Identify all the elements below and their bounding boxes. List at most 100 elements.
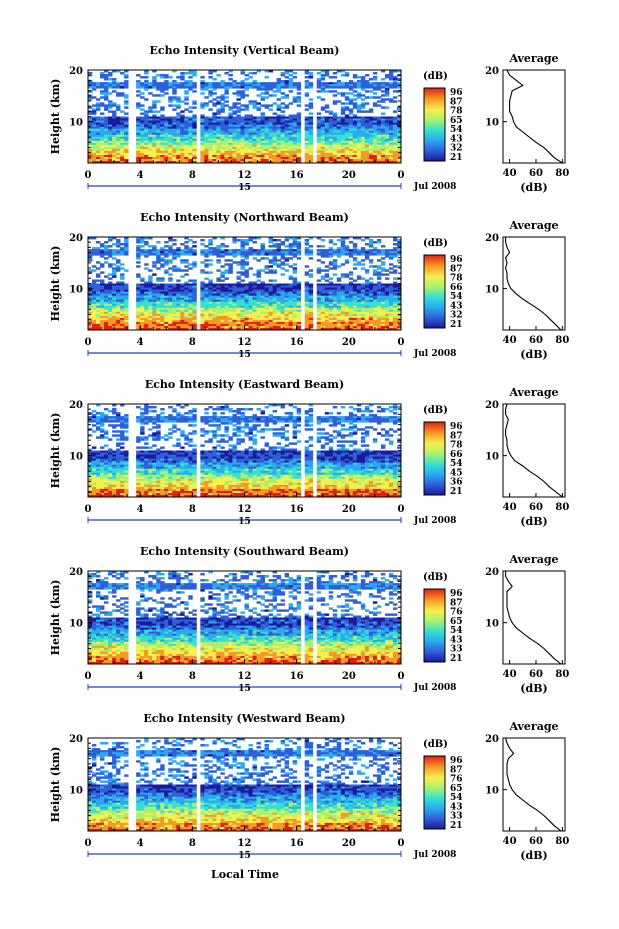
heatmap-cell (240, 94, 245, 97)
heatmap-cell (324, 136, 330, 140)
heatmap-cell (224, 307, 229, 311)
heatmap-cell (272, 269, 277, 272)
heatmap-cell (156, 251, 161, 254)
heatmap-cell (180, 74, 185, 77)
heatmap-cell (308, 142, 314, 146)
heatmap-cell (180, 76, 185, 79)
heatmap-cell (316, 90, 322, 93)
heatmap-cell (352, 156, 358, 160)
heatmap-cell (204, 132, 209, 136)
heatmap-cell (160, 144, 165, 148)
heatmap-cell (136, 313, 141, 317)
heatmap-cell (144, 158, 149, 162)
heatmap-cell (396, 148, 402, 152)
heatmap-cell (160, 152, 165, 156)
heatmap-cell (224, 299, 229, 303)
heatmap-cell (124, 116, 129, 119)
heatmap-cell (248, 160, 253, 164)
heatmap-cell (264, 323, 269, 327)
heatmap-cell (136, 74, 141, 77)
heatmap-cell (344, 144, 350, 148)
heatmap-cell (160, 124, 165, 128)
heatmap-cell (236, 305, 241, 309)
heatmap-cell (212, 120, 217, 123)
heatmap-cell (356, 94, 362, 97)
heatmap-cell (240, 118, 245, 121)
heatmap-cell (152, 160, 157, 164)
heatmap-cell (216, 130, 221, 134)
heatmap-cell (192, 134, 197, 138)
heatmap-cell (372, 126, 378, 130)
heatmap-cell (204, 301, 209, 305)
heatmap-cell (372, 96, 378, 99)
heatmap-cell (292, 263, 298, 266)
heatmap-cell (116, 289, 121, 292)
heatmap-cell (88, 295, 93, 299)
heatmap-cell (156, 311, 161, 315)
heatmap-cell (172, 313, 177, 317)
heatmap-cell (100, 96, 105, 99)
heatmap-cell (100, 243, 105, 246)
heatmap-cell (236, 275, 241, 278)
heatmap-cell (168, 76, 173, 79)
heatmap-cell (280, 315, 286, 319)
heatmap-cell (288, 142, 294, 146)
heatmap-cell (276, 84, 282, 87)
heatmap-cell (256, 311, 261, 315)
heatmap-cell (212, 251, 217, 254)
heatmap-cell (252, 152, 257, 156)
heatmap-cell (292, 132, 298, 136)
heatmap-cell (200, 120, 205, 123)
heatmap-cell (280, 142, 286, 146)
heatmap-cell (256, 84, 261, 87)
heatmap-cell (292, 160, 298, 164)
heatmap-cell (88, 299, 93, 303)
heatmap-cell (332, 120, 338, 123)
heatmap-cell (340, 126, 346, 130)
heatmap-cell (92, 283, 97, 286)
heatmap-cell (256, 307, 261, 311)
heatmap-cell (168, 273, 173, 276)
heatmap-cell (396, 82, 402, 85)
heatmap-cell (256, 275, 261, 278)
heatmap-cell (148, 130, 153, 134)
heatmap-cell (152, 307, 157, 311)
heatmap-cell (388, 98, 394, 101)
heatmap-cell (104, 241, 109, 244)
heatmap-cell (144, 237, 149, 240)
heatmap-cell (276, 108, 282, 111)
heatmap-cell (232, 86, 237, 89)
heatmap-cell (360, 120, 366, 123)
heatmap-cell (288, 126, 294, 130)
heatmap-cell (248, 140, 253, 144)
heatmap-cell (216, 291, 221, 295)
heatmap-cell (252, 124, 257, 128)
heatmap-cell (320, 106, 326, 109)
x-tick-label: 0 (398, 170, 405, 181)
heatmap-cell (184, 150, 189, 154)
heatmap-cell (376, 158, 382, 162)
heatmap-cell (224, 72, 229, 75)
heatmap-cell (100, 90, 105, 93)
heatmap-cell (176, 128, 181, 132)
heatmap-cell (176, 112, 181, 115)
heatmap-cell (92, 291, 97, 295)
heatmap-cell (148, 122, 153, 125)
heatmap-cell (148, 108, 153, 111)
heatmap-cell (88, 96, 93, 99)
heatmap-cell (104, 283, 109, 286)
heatmap-cell (276, 247, 282, 250)
heatmap-cell (288, 307, 294, 311)
heatmap-cell (240, 150, 245, 154)
heatmap-cell (124, 112, 129, 115)
heatmap-cell (268, 309, 273, 313)
heatmap-cell (140, 319, 145, 323)
heatmap-cell (200, 144, 205, 148)
heatmap-cell (308, 128, 314, 132)
heatmap-cell (224, 86, 229, 89)
heatmap-cell (104, 76, 109, 79)
heatmap-cell (348, 152, 354, 156)
heatmap-cell (200, 251, 205, 254)
heatmap-cell (204, 154, 209, 158)
heatmap-cell (96, 158, 101, 162)
